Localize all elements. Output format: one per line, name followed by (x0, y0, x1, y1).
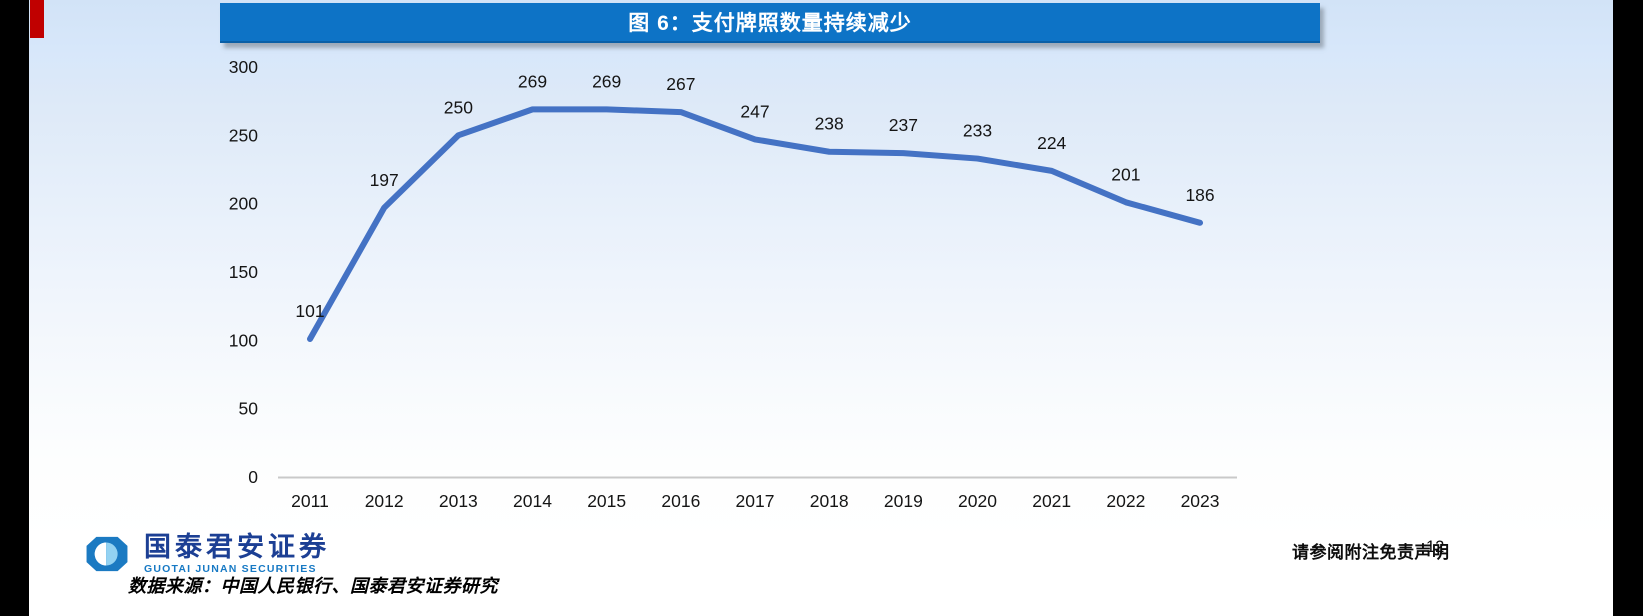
figure-title: 图 6：支付牌照数量持续减少 (628, 12, 912, 35)
data-label: 237 (889, 115, 918, 135)
data-label: 269 (592, 71, 621, 91)
data-label: 247 (740, 101, 769, 121)
y-tick-label: 0 (248, 467, 258, 487)
data-label: 197 (370, 170, 399, 190)
x-axis-labels: 2011 2012 2013 2014 2015 2016 2017 2018 2019 2020… (291, 491, 1219, 511)
data-label: 224 (1037, 133, 1066, 153)
logo-name-en: GUOTAI JUNAN SECURITIES (144, 563, 317, 575)
y-tick-label: 100 (229, 330, 258, 350)
x-category-label: 2016 (661, 491, 700, 511)
logo-name-cn: 国泰君安证券 (144, 532, 330, 562)
x-category-label: 2015 (587, 491, 626, 511)
data-labels: 101 197 250 269 269 267 247 238 237 233 224 201 186 (295, 71, 1214, 321)
data-label: 201 (1111, 164, 1140, 184)
left-black-strip (0, 0, 29, 616)
x-category-label: 2014 (513, 491, 552, 511)
company-logo: 国泰君安证券 GUOTAI JUNAN SECURITIES (84, 534, 330, 575)
page-number: 12 (1426, 538, 1445, 556)
data-label: 233 (963, 121, 992, 141)
x-category-label: 2013 (439, 491, 478, 511)
x-category-label: 2018 (810, 491, 849, 511)
data-label: 186 (1185, 185, 1214, 205)
logo-text-block: 国泰君安证券 GUOTAI JUNAN SECURITIES (144, 532, 330, 576)
red-accent-bar (30, 0, 44, 38)
data-label: 267 (666, 74, 695, 94)
y-tick-label: 150 (229, 262, 258, 282)
x-category-label: 2023 (1181, 491, 1220, 511)
x-category-label: 2020 (958, 491, 997, 511)
figure-title-bar: 图 6：支付牌照数量持续减少 (220, 3, 1320, 43)
y-tick-label: 50 (239, 399, 259, 419)
disclaimer-note: 请参阅附注免责声明 (1292, 543, 1450, 562)
y-axis-ticks: 0 50 100 150 200 250 300 (229, 57, 258, 487)
x-category-label: 2012 (365, 491, 404, 511)
right-black-strip (1613, 0, 1643, 616)
data-source-note: 数据来源：中国人民银行、国泰君安证券研究 (128, 576, 498, 596)
x-category-label: 2017 (736, 491, 775, 511)
y-tick-label: 250 (229, 125, 258, 145)
x-category-label: 2019 (884, 491, 923, 511)
y-tick-label: 300 (229, 57, 258, 77)
x-category-label: 2022 (1106, 491, 1145, 511)
data-label: 101 (295, 301, 324, 321)
guotai-junan-logo-icon (86, 536, 128, 572)
y-tick-label: 200 (229, 194, 258, 214)
data-label: 250 (444, 97, 473, 117)
x-category-label: 2011 (291, 491, 329, 511)
x-category-label: 2021 (1032, 491, 1071, 511)
data-label: 238 (815, 114, 844, 134)
series-line (307, 106, 1204, 342)
data-label: 269 (518, 71, 547, 91)
